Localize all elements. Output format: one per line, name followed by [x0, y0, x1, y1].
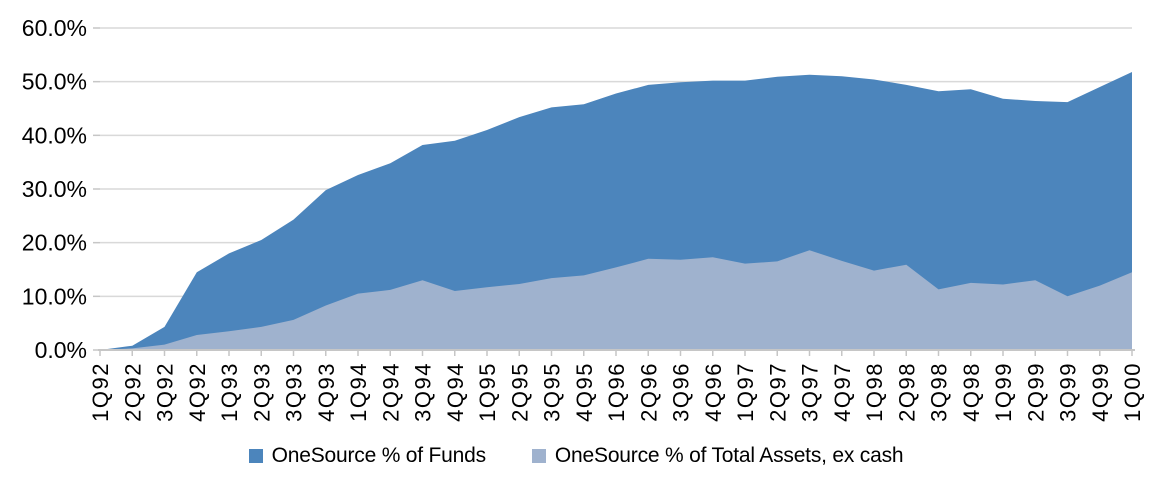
chart-legend: OneSource % of Funds OneSource % of Tota…: [0, 444, 1152, 468]
svg-text:1Q95: 1Q95: [475, 362, 500, 422]
svg-text:1Q94: 1Q94: [346, 362, 371, 422]
svg-text:4Q97: 4Q97: [830, 362, 855, 422]
svg-text:1Q99: 1Q99: [991, 362, 1016, 422]
svg-text:4Q95: 4Q95: [572, 362, 597, 422]
svg-text:2Q96: 2Q96: [636, 362, 661, 422]
svg-text:3Q95: 3Q95: [540, 362, 565, 422]
funds-swatch: [248, 449, 263, 463]
svg-text:1Q93: 1Q93: [217, 362, 242, 422]
svg-text:30.0%: 30.0%: [22, 176, 87, 202]
svg-text:2Q99: 2Q99: [1023, 362, 1048, 422]
legend-item-total-assets: OneSource % of Total Assets, ex cash: [531, 444, 904, 468]
svg-text:2Q95: 2Q95: [507, 362, 532, 422]
total-assets-legend-label: OneSource % of Total Assets, ex cash: [554, 444, 904, 467]
svg-text:3Q99: 3Q99: [1056, 362, 1081, 422]
svg-text:2Q98: 2Q98: [894, 362, 919, 422]
svg-text:2Q94: 2Q94: [378, 362, 403, 422]
svg-text:4Q96: 4Q96: [701, 362, 726, 422]
area-chart: 0.0% 10.0% 20.0% 30.0% 40.0% 50.0% 60.0% 1Q92 2Q…: [22, 15, 1145, 422]
svg-text:4Q92: 4Q92: [185, 362, 210, 422]
svg-text:4Q93: 4Q93: [314, 362, 339, 422]
svg-text:60.0%: 60.0%: [22, 15, 87, 41]
svg-text:4Q99: 4Q99: [1088, 362, 1113, 422]
total-assets-swatch: [531, 449, 546, 463]
svg-text:3Q96: 3Q96: [669, 362, 694, 422]
svg-text:3Q97: 3Q97: [798, 362, 823, 422]
svg-text:0.0%: 0.0%: [35, 337, 87, 363]
svg-text:3Q93: 3Q93: [282, 362, 307, 422]
svg-text:2Q97: 2Q97: [765, 362, 790, 422]
svg-text:4Q98: 4Q98: [959, 362, 984, 422]
legend-item-funds: OneSource % of Funds: [248, 444, 486, 468]
svg-text:3Q98: 3Q98: [927, 362, 952, 422]
svg-text:1Q00: 1Q00: [1120, 362, 1145, 422]
svg-text:20.0%: 20.0%: [22, 230, 87, 256]
svg-text:3Q94: 3Q94: [411, 362, 436, 422]
svg-text:1Q97: 1Q97: [733, 362, 758, 422]
svg-text:50.0%: 50.0%: [22, 69, 87, 95]
svg-text:1Q92: 1Q92: [88, 362, 113, 422]
svg-text:2Q92: 2Q92: [120, 362, 145, 422]
svg-text:3Q92: 3Q92: [153, 362, 178, 422]
svg-text:40.0%: 40.0%: [22, 122, 87, 148]
svg-text:4Q94: 4Q94: [443, 362, 468, 422]
svg-text:10.0%: 10.0%: [22, 283, 87, 309]
funds-legend-label: OneSource % of Funds: [271, 444, 486, 467]
svg-text:2Q93: 2Q93: [249, 362, 274, 422]
svg-text:1Q96: 1Q96: [604, 362, 629, 422]
svg-text:1Q98: 1Q98: [862, 362, 887, 422]
